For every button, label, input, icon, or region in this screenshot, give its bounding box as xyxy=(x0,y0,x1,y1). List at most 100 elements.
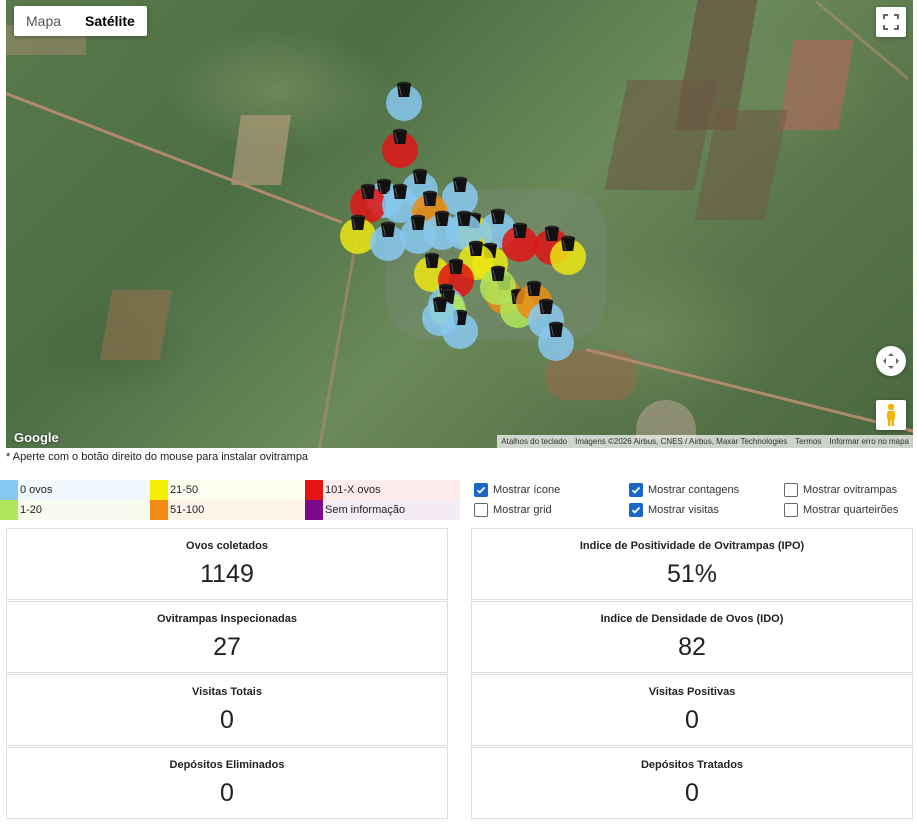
trap-cup-icon xyxy=(453,176,467,192)
street-view-pegman-button[interactable] xyxy=(876,400,906,430)
ovitrap-marker[interactable] xyxy=(382,128,418,168)
trap-cup-icon xyxy=(539,298,553,314)
stat-label: Depósitos Eliminados xyxy=(169,759,285,771)
ovitrap-marker[interactable] xyxy=(502,222,538,262)
checkbox-label: Mostrar quarteirões xyxy=(803,504,899,516)
camera-control-button[interactable] xyxy=(876,346,906,376)
trap-cup-icon xyxy=(393,183,407,199)
trap-cup-icon xyxy=(491,208,505,224)
display-options: Mostrar ícone Mostrar contagens Mostrar … xyxy=(474,480,914,520)
trap-cup-icon xyxy=(423,190,437,206)
stat-value: 1149 xyxy=(200,560,254,588)
ovitrap-marker[interactable] xyxy=(350,183,386,223)
checkbox-label: Mostrar grid xyxy=(493,504,552,516)
ovitrap-marker[interactable] xyxy=(386,81,422,121)
legend-label: 1-20 xyxy=(20,504,43,516)
stat-card-deposits-eliminated: Depósitos Eliminados 0 xyxy=(6,747,448,819)
legend-swatch xyxy=(0,480,18,500)
show-blocks-checkbox[interactable]: Mostrar quarteirões xyxy=(784,500,914,520)
legend-swatch xyxy=(150,480,168,500)
trap-cup-icon xyxy=(433,296,447,312)
trap-cup-icon xyxy=(413,168,427,184)
trap-cup-icon xyxy=(393,128,407,144)
map-type-control: Mapa Satélite xyxy=(14,6,147,36)
legend-label: 51-100 xyxy=(170,504,205,516)
fullscreen-button[interactable] xyxy=(876,7,906,37)
report-error-link[interactable]: Informar erro no mapa xyxy=(829,437,909,446)
ovitrap-marker[interactable] xyxy=(340,214,376,254)
stat-value: 82 xyxy=(678,633,706,661)
trap-cup-icon xyxy=(491,265,505,281)
fullscreen-icon xyxy=(883,14,899,30)
stat-label: Ovitrampas Inspecionadas xyxy=(157,613,297,625)
ovitrap-marker[interactable] xyxy=(370,221,406,261)
legend-item: 0 ovos xyxy=(0,480,150,500)
trap-cup-icon xyxy=(351,214,365,230)
trap-cup-icon xyxy=(545,225,559,241)
terms-link[interactable]: Termos xyxy=(795,437,822,446)
ovitrap-marker[interactable] xyxy=(382,183,418,223)
stat-value: 0 xyxy=(220,779,234,807)
pan-arrows-icon xyxy=(883,353,899,369)
stat-card-total-visits: Visitas Totais 0 xyxy=(6,674,448,746)
legend-item: 101-X ovos xyxy=(305,480,460,500)
map-view-button[interactable]: Mapa xyxy=(26,13,62,29)
trap-cup-icon xyxy=(411,214,425,230)
trap-cup-icon xyxy=(381,221,395,237)
stat-card-eggs-collected: Ovos coletados 1149 xyxy=(6,528,448,600)
stat-value: 0 xyxy=(685,779,699,807)
ovitrap-marker[interactable] xyxy=(538,321,574,361)
legend-item: 21-50 xyxy=(150,480,305,500)
egg-count-legend: 0 ovos 21-50 101-X ovos 1-20 51-100 Sem … xyxy=(0,480,460,520)
trap-cup-icon xyxy=(435,210,449,226)
checkbox-box[interactable] xyxy=(629,483,643,497)
stat-label: Ovos coletados xyxy=(186,540,268,552)
ovitrap-marker[interactable] xyxy=(442,176,478,216)
trap-cup-icon xyxy=(527,280,541,296)
stat-value: 0 xyxy=(220,706,234,734)
road xyxy=(6,92,343,224)
stat-label: Indice de Positividade de Ovitrampas (IP… xyxy=(579,540,805,552)
legend-swatch xyxy=(150,500,168,520)
checkbox-label: Mostrar ícone xyxy=(493,484,561,496)
checkbox-label: Mostrar contagens xyxy=(648,484,740,496)
show-icon-checkbox[interactable]: Mostrar ícone xyxy=(474,480,629,500)
stat-label: Indice de Densidade de Ovos (IDO) xyxy=(600,613,784,625)
trap-cup-icon xyxy=(549,321,563,337)
stat-label: Visitas Positivas xyxy=(648,686,736,698)
stat-label: Visitas Totais xyxy=(192,686,262,698)
map-attribution: Atalhos do teclado Imagens ©2026 Airbus,… xyxy=(497,435,913,448)
legend-label: Sem informação xyxy=(325,504,406,516)
legend-item: 51-100 xyxy=(150,500,305,520)
ovitrap-marker[interactable] xyxy=(550,235,586,275)
legend-swatch xyxy=(305,480,323,500)
terrain-field xyxy=(604,80,718,190)
legend-item: 1-20 xyxy=(0,500,150,520)
checkbox-box[interactable] xyxy=(474,503,488,517)
checkbox-box[interactable] xyxy=(784,483,798,497)
checkbox-box[interactable] xyxy=(784,503,798,517)
stat-value: 27 xyxy=(213,633,241,661)
terrain-field xyxy=(99,290,173,360)
trap-cup-icon xyxy=(469,240,483,256)
satellite-map[interactable]: Mapa Satélite Google Atalhos do teclado … xyxy=(6,0,913,448)
legend-label: 101-X ovos xyxy=(325,484,381,496)
show-counts-checkbox[interactable]: Mostrar contagens xyxy=(629,480,784,500)
checkbox-label: Mostrar visitas xyxy=(648,504,719,516)
checkbox-box[interactable] xyxy=(629,503,643,517)
terrain-field xyxy=(231,115,291,185)
show-traps-checkbox[interactable]: Mostrar ovitrampas xyxy=(784,480,914,500)
trap-cup-icon xyxy=(361,183,375,199)
show-grid-checkbox[interactable]: Mostrar grid xyxy=(474,500,629,520)
trap-cup-icon xyxy=(449,258,463,274)
ovitrap-marker[interactable] xyxy=(400,214,436,254)
ovitrap-marker[interactable] xyxy=(422,296,458,336)
checkbox-box[interactable] xyxy=(474,483,488,497)
google-logo: Google xyxy=(14,430,59,445)
satellite-view-button[interactable]: Satélite xyxy=(85,13,135,29)
terrain-field xyxy=(778,40,854,130)
legend-item: Sem informação xyxy=(305,500,460,520)
keyboard-shortcuts-link[interactable]: Atalhos do teclado xyxy=(501,437,568,446)
road xyxy=(585,348,913,434)
show-visits-checkbox[interactable]: Mostrar visitas xyxy=(629,500,784,520)
